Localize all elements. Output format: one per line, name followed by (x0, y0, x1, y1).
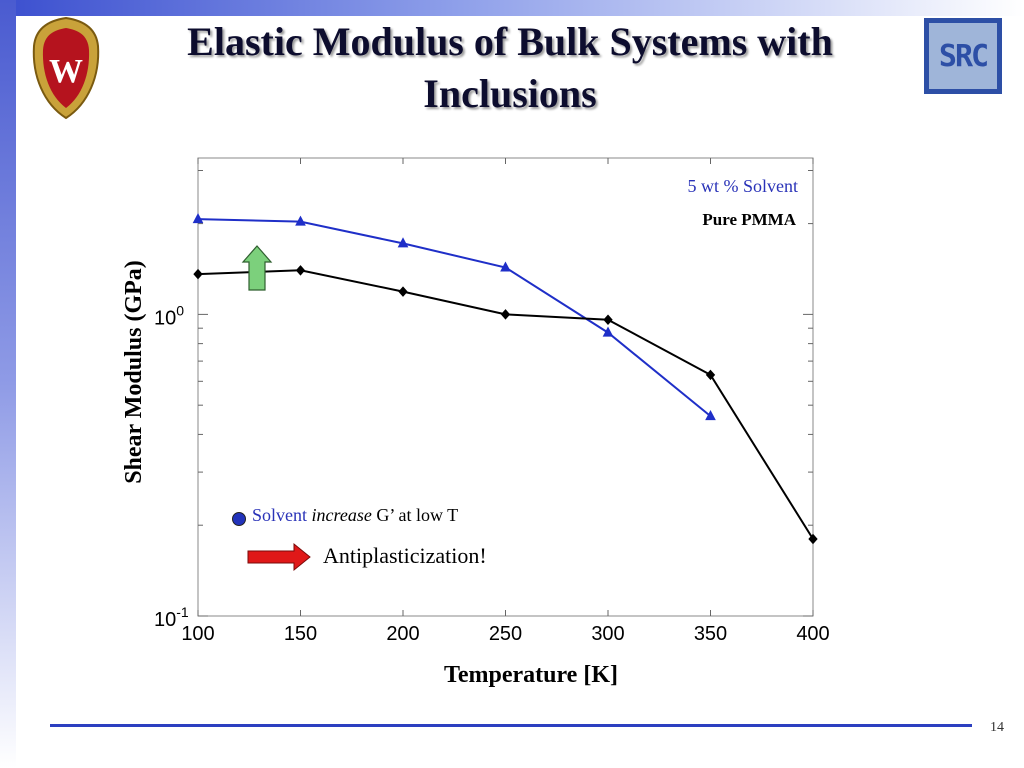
pmma-data-point (193, 268, 203, 280)
green-up-arrow (241, 245, 273, 291)
pmma-data-point (705, 369, 716, 381)
solvent-word: Solvent (252, 505, 308, 525)
y-axis-label: Shear Modulus (GPa) (121, 260, 147, 484)
x-tick-label: 100 (181, 623, 214, 645)
x-tick-labels: 100 150 200 250 300 350 400 (181, 623, 829, 645)
top-gradient-band (0, 0, 1024, 16)
x-axis-label: Temperature [K] (444, 662, 618, 688)
pmma-data-point (808, 533, 818, 545)
page-number: 14 (990, 720, 1004, 735)
x-tick-label: 400 (796, 623, 829, 645)
solvent-data-point (705, 410, 716, 421)
x-tick-label: 350 (694, 623, 727, 645)
solvent-data-point (397, 237, 409, 248)
y-tick-label: 100 (154, 302, 184, 329)
pmma-data-point (500, 309, 511, 320)
footer-rule (50, 724, 972, 727)
pmma-data-point (603, 314, 613, 325)
solvent-annotation: Solvent increase G’ at low T (252, 505, 458, 526)
antiplasticization-text: Antiplasticization! (323, 543, 487, 568)
legend-solvent: 5 wt % Solvent (688, 176, 799, 196)
left-gradient-band (0, 0, 16, 768)
solvent-rest: G’ at low T (376, 505, 459, 525)
pmma-data-point (295, 265, 306, 276)
legend-pmma: Pure PMMA (702, 210, 796, 229)
university-crest-logo: W (32, 16, 100, 120)
plot-area (197, 157, 814, 617)
increase-word: increase (311, 505, 372, 525)
pmma-data-point (398, 286, 408, 297)
red-right-arrow (247, 542, 311, 572)
src-logo: SRC (924, 18, 1002, 94)
crest-letter: W (49, 53, 83, 90)
slide-title: Elastic Modulus of Bulk Systems with Inc… (187, 19, 833, 116)
y-tick-label: 10-1 (154, 604, 189, 631)
solvent-data-point (295, 215, 306, 226)
bullet-icon (232, 512, 246, 526)
x-tick-label: 200 (386, 623, 419, 645)
solvent-data-point (192, 213, 204, 224)
series-markers (192, 213, 818, 545)
solvent-data-point (602, 326, 614, 337)
solvent-series-line (197, 218, 712, 417)
axis-ticks (197, 158, 814, 617)
x-tick-label: 150 (284, 623, 317, 645)
src-logo-text: SRC (929, 23, 997, 89)
x-tick-label: 300 (591, 623, 624, 645)
solvent-data-point (500, 261, 511, 272)
x-tick-label: 250 (489, 623, 522, 645)
y-tick-labels: 100 10-1 (154, 302, 189, 631)
